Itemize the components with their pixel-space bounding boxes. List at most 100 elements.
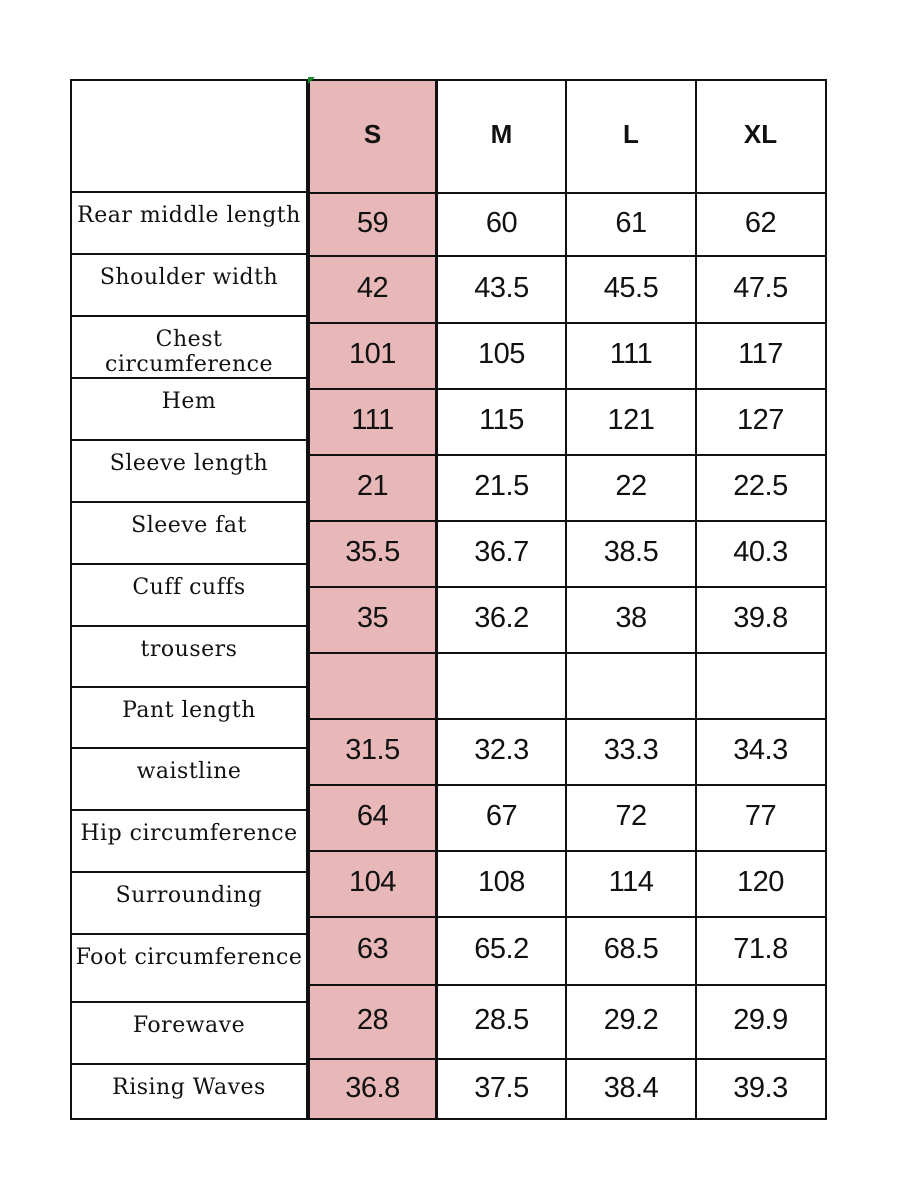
size-value-cell: 36.7 <box>474 536 529 568</box>
column-divider <box>436 81 438 1118</box>
size-value-cell: 60 <box>485 207 518 239</box>
row-divider <box>308 520 825 522</box>
measurement-label-text: Hem <box>161 389 217 414</box>
measurement-label: Sleeve length <box>72 441 306 503</box>
size-value-cell: 68.5 <box>603 933 659 965</box>
row-divider <box>308 454 825 456</box>
size-value-cell: 39.8 <box>733 602 788 634</box>
size-value-cell: 37.5 <box>474 1072 529 1104</box>
size-value-cell: 38.4 <box>603 1072 659 1104</box>
row-divider <box>308 255 825 257</box>
cell-selection-marker <box>308 77 315 84</box>
row-divider <box>308 1058 825 1060</box>
size-value-cell: 35.5 <box>345 536 400 568</box>
measurement-label-text: Shoulder width <box>99 265 279 290</box>
size-value-cell: 21.5 <box>474 470 529 502</box>
column-divider <box>565 81 567 1118</box>
size-value-cell: 77 <box>744 800 777 832</box>
size-value-cell: 21 <box>356 470 389 502</box>
size-value-cell: 115 <box>479 404 524 436</box>
measurement-label: Forewave <box>72 1003 306 1065</box>
measurement-label: Foot circumference <box>72 935 306 1003</box>
size-value-cell: 42 <box>356 272 389 304</box>
measurement-label: Cuff cuffs <box>72 565 306 627</box>
size-value-cell: 47.5 <box>733 272 788 304</box>
measurement-label-text: Sleeve length <box>109 451 269 476</box>
size-value-cell: 39.3 <box>733 1072 788 1104</box>
size-value-cell: 29.9 <box>733 1004 788 1036</box>
measurement-label-text: Sleeve fat <box>131 513 247 538</box>
measurement-label: Rear middle length <box>72 193 306 255</box>
size-value-cell: 120 <box>737 866 784 898</box>
row-divider <box>308 784 825 786</box>
measurement-label: waistline <box>72 749 306 811</box>
size-value-cell: 72 <box>615 800 647 832</box>
row-divider <box>308 586 825 588</box>
measurement-label-text: Forewave <box>132 1013 246 1038</box>
measurement-label: Surrounding <box>72 873 306 935</box>
size-value-cell: 111 <box>609 338 653 370</box>
size-header-xl: XL <box>743 119 778 149</box>
size-value-cell: 28.5 <box>474 1004 529 1036</box>
size-value-cell: 28 <box>356 1004 389 1036</box>
size-value-cell: 67 <box>485 800 518 832</box>
measurement-label-column: Rear middle length Shoulder width Chest ci… <box>70 79 308 1120</box>
row-divider <box>308 718 825 720</box>
row-divider <box>308 652 825 654</box>
measurement-label-text: Rear middle length <box>77 203 301 228</box>
size-value-cell: 34.3 <box>733 734 788 766</box>
size-value-cell: 38 <box>615 602 647 634</box>
measurement-label: Sleeve fat <box>72 503 306 565</box>
measurement-label-text: Surrounding <box>115 883 263 908</box>
size-value-cell: 29.2 <box>603 1004 659 1036</box>
measurement-label-text: Cuff cuffs <box>132 575 246 600</box>
size-value-cell: 38.5 <box>603 536 659 568</box>
size-value-cell: 114 <box>608 866 654 898</box>
measurement-label-text: Rising Waves <box>112 1075 266 1100</box>
measurement-label-text: waistline <box>136 759 242 784</box>
measurement-label: Shoulder width <box>72 255 306 317</box>
size-value-cell: 36.8 <box>345 1072 400 1104</box>
row-divider <box>308 322 825 324</box>
size-value-cell: 71.8 <box>733 933 788 965</box>
size-value-cell: 45.5 <box>603 272 659 304</box>
size-header-m: M <box>490 119 513 149</box>
size-value-cell: 43.5 <box>474 272 529 304</box>
column-divider <box>695 81 697 1118</box>
measurement-label: Hem <box>72 379 306 441</box>
size-value-cell: 32.3 <box>474 734 529 766</box>
measurement-label: Pant length <box>72 688 306 749</box>
row-divider <box>308 388 825 390</box>
size-header-l: L <box>623 119 639 149</box>
size-value-cell: 65.2 <box>474 933 529 965</box>
size-value-cell: 121 <box>607 404 655 436</box>
size-value-grid: S M L XL 59 60 61 62 42 43.5 45.5 47.5 101 105 111 117 1… <box>308 79 827 1120</box>
size-value-cell: 111 <box>351 404 394 436</box>
size-header-s: S <box>363 119 382 149</box>
row-divider <box>308 192 825 194</box>
size-value-cell: 117 <box>738 338 783 370</box>
size-value-cell: 22 <box>615 470 647 502</box>
size-value-cell: 35 <box>356 602 389 634</box>
measurement-label-text: trousers <box>140 637 238 662</box>
size-value-cell: 104 <box>349 866 396 898</box>
measurement-label-text: Foot circumference <box>75 945 303 970</box>
measurement-label: Chest circumference <box>72 317 306 379</box>
size-value-cell: 101 <box>349 338 396 370</box>
measurement-label-text: Chest circumference <box>105 327 273 377</box>
size-value-cell: 108 <box>478 866 525 898</box>
measurement-label-text: Hip circumference <box>80 821 298 846</box>
size-value-cell: 64 <box>356 800 389 832</box>
label-header-cell <box>72 81 306 193</box>
size-value-cell: 127 <box>737 404 784 436</box>
size-value-cell: 62 <box>744 207 777 239</box>
size-value-cell: 105 <box>478 338 525 370</box>
measurement-label-text: Pant length <box>122 698 256 723</box>
row-divider <box>308 916 825 918</box>
measurement-label: Hip circumference <box>72 811 306 873</box>
size-value-cell: 33.3 <box>603 734 659 766</box>
size-value-cell: 63 <box>356 933 389 965</box>
measurement-label: Rising Waves <box>72 1065 306 1126</box>
size-value-cell: 40.3 <box>733 536 788 568</box>
row-divider <box>308 850 825 852</box>
